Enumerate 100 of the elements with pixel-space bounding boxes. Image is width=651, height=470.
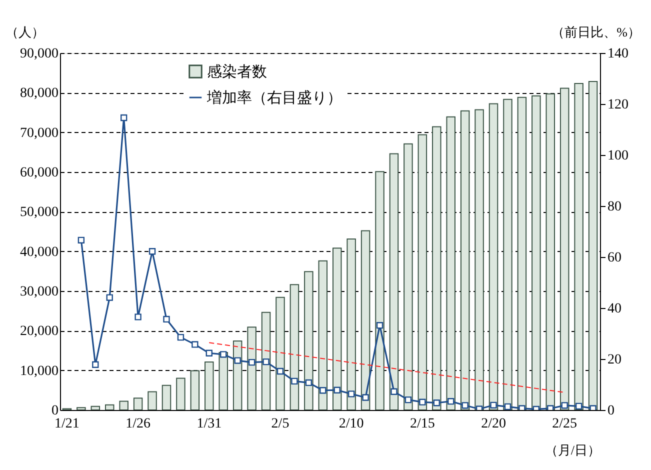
x-tick-label: 2/10 bbox=[338, 416, 364, 432]
y-axis-title: （人） bbox=[6, 24, 44, 40]
x-axis-title: （月/日） bbox=[544, 442, 600, 458]
bar bbox=[76, 407, 86, 410]
point bbox=[404, 396, 412, 404]
bar bbox=[404, 143, 413, 410]
x-tick-label: 2/15 bbox=[410, 416, 435, 432]
bar bbox=[218, 352, 228, 410]
point bbox=[348, 390, 355, 398]
bar bbox=[176, 378, 186, 410]
bar bbox=[517, 96, 527, 410]
bar bbox=[432, 126, 442, 410]
bar bbox=[503, 98, 512, 410]
point bbox=[148, 248, 156, 255]
x-tick-label: 2/5 bbox=[271, 416, 290, 432]
y-tick-label: 0 bbox=[52, 404, 58, 418]
x-tick-label: 1/31 bbox=[196, 416, 222, 432]
bar bbox=[162, 384, 172, 410]
point bbox=[291, 378, 298, 385]
point bbox=[320, 387, 326, 394]
point bbox=[276, 368, 284, 375]
bar bbox=[290, 284, 300, 410]
bar bbox=[546, 93, 555, 410]
bar bbox=[276, 296, 285, 410]
bar bbox=[460, 110, 470, 410]
y2-tick-label: 140 bbox=[608, 46, 628, 62]
legend-label: 感染者数 bbox=[207, 64, 267, 80]
bar bbox=[133, 398, 143, 410]
point bbox=[575, 402, 582, 410]
point bbox=[334, 386, 340, 394]
x-tick-label: 1/21 bbox=[54, 416, 80, 432]
point bbox=[433, 400, 440, 406]
point bbox=[206, 350, 212, 356]
bar bbox=[90, 406, 100, 410]
point bbox=[220, 351, 227, 358]
point bbox=[177, 334, 184, 341]
bar bbox=[119, 400, 128, 410]
point bbox=[106, 294, 113, 301]
point bbox=[78, 236, 85, 244]
bar bbox=[446, 116, 456, 410]
x-tick-label: 1/26 bbox=[126, 416, 150, 432]
y2-tick-label: 60 bbox=[608, 250, 622, 266]
point bbox=[561, 402, 568, 409]
y-tick-label: 40,000 bbox=[20, 244, 58, 260]
point bbox=[248, 358, 256, 366]
bar bbox=[346, 238, 356, 410]
y-tick-label: 70,000 bbox=[20, 126, 58, 141]
point bbox=[518, 405, 526, 410]
y-tick-label: 90,000 bbox=[20, 46, 58, 62]
bar bbox=[190, 370, 200, 410]
point bbox=[419, 398, 426, 406]
y2-tick-label: 80 bbox=[608, 200, 622, 214]
point bbox=[362, 394, 369, 401]
point bbox=[462, 402, 468, 409]
point bbox=[590, 405, 596, 410]
point bbox=[390, 388, 398, 395]
bar bbox=[389, 153, 399, 410]
y2-tick-label: 100 bbox=[608, 148, 628, 164]
bar bbox=[574, 83, 584, 410]
bar bbox=[360, 230, 370, 410]
bar bbox=[532, 95, 541, 410]
point bbox=[192, 341, 198, 348]
bar bbox=[474, 109, 484, 410]
point bbox=[448, 398, 454, 405]
bar bbox=[318, 260, 328, 410]
point bbox=[376, 322, 384, 329]
y-tick-label: 50,000 bbox=[20, 205, 58, 220]
point bbox=[547, 405, 554, 410]
x-tick-label: 2/25 bbox=[552, 416, 578, 432]
point bbox=[234, 357, 241, 364]
bar bbox=[261, 312, 271, 410]
bar bbox=[232, 340, 242, 410]
point bbox=[490, 402, 497, 408]
bar bbox=[332, 248, 342, 410]
bar bbox=[375, 171, 384, 410]
y2-tick-label: 20 bbox=[608, 352, 622, 368]
y-tick-label: 60,000 bbox=[20, 166, 58, 180]
bar bbox=[105, 404, 114, 410]
y-tick-label: 20,000 bbox=[20, 324, 58, 340]
y2-tick-label: 120 bbox=[608, 98, 628, 112]
bar bbox=[247, 326, 256, 410]
point bbox=[120, 114, 128, 122]
bar bbox=[488, 103, 498, 410]
y-tick-label: 30,000 bbox=[20, 284, 58, 300]
legend-label: 増加率（右目盛り） bbox=[206, 90, 342, 106]
point bbox=[262, 358, 270, 366]
point bbox=[163, 316, 170, 323]
bar bbox=[304, 271, 314, 410]
bar bbox=[148, 391, 157, 410]
point bbox=[504, 403, 512, 410]
point bbox=[305, 379, 312, 386]
bar bbox=[418, 134, 428, 410]
point bbox=[92, 361, 99, 368]
y-tick-label: 10,000 bbox=[20, 364, 58, 379]
bar bbox=[560, 88, 570, 410]
bar bbox=[204, 362, 214, 410]
x-tick-label: 2/20 bbox=[481, 416, 506, 432]
y2-axis-title: （前日比、%） bbox=[552, 24, 640, 40]
y-tick-label: 80,000 bbox=[20, 86, 58, 102]
bar bbox=[588, 81, 598, 410]
